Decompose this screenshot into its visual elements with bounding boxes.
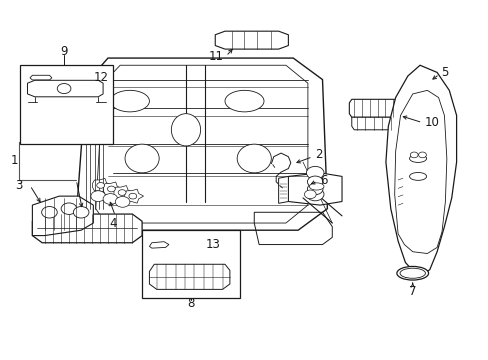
Ellipse shape <box>224 90 264 112</box>
Ellipse shape <box>237 144 271 173</box>
Circle shape <box>97 183 104 188</box>
Text: 3: 3 <box>15 179 22 192</box>
Circle shape <box>307 183 323 195</box>
Bar <box>142 230 239 298</box>
Text: 6: 6 <box>320 174 327 186</box>
Circle shape <box>307 176 323 188</box>
Circle shape <box>41 207 57 218</box>
Ellipse shape <box>409 154 426 162</box>
Text: 9: 9 <box>60 45 68 58</box>
Polygon shape <box>385 65 456 275</box>
Polygon shape <box>124 189 143 203</box>
Polygon shape <box>114 186 133 199</box>
Text: 5: 5 <box>440 66 447 79</box>
Text: 13: 13 <box>205 238 220 251</box>
Polygon shape <box>278 176 288 203</box>
Text: 11: 11 <box>208 50 223 63</box>
Polygon shape <box>27 80 103 97</box>
Ellipse shape <box>171 114 200 146</box>
Text: 1: 1 <box>10 154 18 167</box>
Circle shape <box>107 186 115 192</box>
Circle shape <box>409 152 417 158</box>
Circle shape <box>115 197 130 207</box>
Ellipse shape <box>396 266 427 280</box>
Polygon shape <box>288 173 341 205</box>
Polygon shape <box>103 182 122 196</box>
Polygon shape <box>215 31 288 49</box>
Circle shape <box>61 203 77 215</box>
Circle shape <box>304 190 316 199</box>
Circle shape <box>73 207 89 218</box>
Text: 2: 2 <box>315 148 322 161</box>
Ellipse shape <box>399 268 425 278</box>
Text: 8: 8 <box>187 297 194 310</box>
Polygon shape <box>348 99 397 117</box>
Polygon shape <box>32 196 93 235</box>
Bar <box>20 65 113 144</box>
Polygon shape <box>32 214 142 243</box>
Text: 4: 4 <box>109 216 116 230</box>
Polygon shape <box>92 179 111 192</box>
Circle shape <box>103 194 118 204</box>
Ellipse shape <box>110 90 149 112</box>
Polygon shape <box>149 242 168 248</box>
Circle shape <box>129 193 137 199</box>
Circle shape <box>306 166 324 179</box>
Polygon shape <box>149 264 229 289</box>
Circle shape <box>118 190 126 195</box>
Polygon shape <box>30 75 52 80</box>
Text: 12: 12 <box>93 71 108 84</box>
Circle shape <box>306 188 324 201</box>
Ellipse shape <box>125 144 159 173</box>
Text: 10: 10 <box>424 116 439 129</box>
Polygon shape <box>351 117 395 130</box>
Polygon shape <box>76 58 327 230</box>
Text: 7: 7 <box>408 285 416 298</box>
Ellipse shape <box>309 183 324 190</box>
Ellipse shape <box>409 172 426 180</box>
Circle shape <box>57 84 71 94</box>
Circle shape <box>91 191 105 202</box>
Circle shape <box>418 152 426 158</box>
